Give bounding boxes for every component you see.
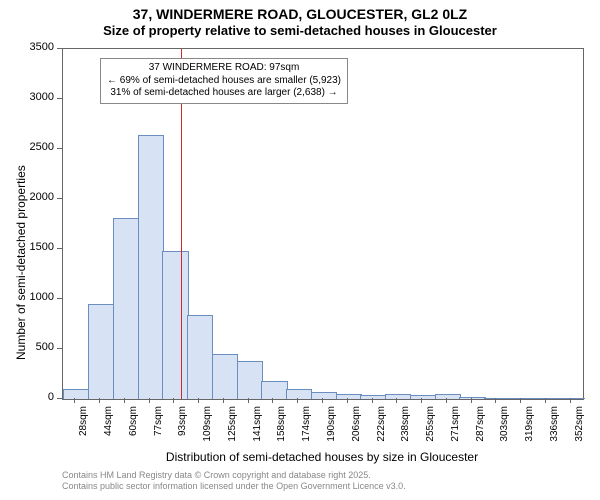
x-tick-mark bbox=[396, 398, 397, 403]
histogram-bar bbox=[336, 394, 362, 399]
y-tick-label: 0 bbox=[14, 391, 54, 403]
histogram-bar bbox=[212, 354, 238, 399]
x-tick-label: 158sqm bbox=[276, 406, 287, 446]
histogram-bar bbox=[63, 389, 89, 399]
x-tick-label: 109sqm bbox=[202, 406, 213, 446]
x-tick-label: 319sqm bbox=[524, 406, 535, 446]
x-tick-label: 255sqm bbox=[425, 406, 436, 446]
y-tick-mark bbox=[57, 98, 62, 99]
x-tick-mark bbox=[570, 398, 571, 403]
x-tick-label: 336sqm bbox=[549, 406, 560, 446]
x-tick-label: 60sqm bbox=[128, 406, 139, 446]
chart-title: 37, WINDERMERE ROAD, GLOUCESTER, GL2 0LZ… bbox=[0, 0, 600, 38]
annotation-line-2: ← 69% of semi-detached houses are smalle… bbox=[107, 75, 341, 88]
x-tick-mark bbox=[297, 398, 298, 403]
title-line-1: 37, WINDERMERE ROAD, GLOUCESTER, GL2 0LZ bbox=[0, 6, 600, 23]
histogram-bar bbox=[187, 315, 213, 399]
y-tick-mark bbox=[57, 298, 62, 299]
title-line-2: Size of property relative to semi-detach… bbox=[0, 23, 600, 39]
footer-line-2: Contains public sector information licen… bbox=[62, 481, 406, 492]
x-tick-mark bbox=[520, 398, 521, 403]
x-tick-label: 238sqm bbox=[400, 406, 411, 446]
y-tick-label: 1500 bbox=[14, 241, 54, 253]
y-tick-label: 500 bbox=[14, 341, 54, 353]
x-tick-label: 174sqm bbox=[301, 406, 312, 446]
y-tick-mark bbox=[57, 248, 62, 249]
x-tick-mark bbox=[198, 398, 199, 403]
y-tick-mark bbox=[57, 148, 62, 149]
y-tick-mark bbox=[57, 348, 62, 349]
x-tick-mark bbox=[124, 398, 125, 403]
histogram-bar bbox=[410, 395, 436, 399]
y-tick-mark bbox=[57, 48, 62, 49]
histogram-bar bbox=[237, 361, 263, 399]
x-tick-mark bbox=[99, 398, 100, 403]
chart-container: 37, WINDERMERE ROAD, GLOUCESTER, GL2 0LZ… bbox=[0, 0, 600, 500]
x-tick-mark bbox=[471, 398, 472, 403]
annotation-box: 37 WINDERMERE ROAD: 97sqm ← 69% of semi-… bbox=[100, 58, 348, 104]
x-tick-mark bbox=[173, 398, 174, 403]
x-tick-mark bbox=[74, 398, 75, 403]
x-tick-label: 93sqm bbox=[177, 406, 188, 446]
footer-credit: Contains HM Land Registry data © Crown c… bbox=[62, 470, 406, 492]
x-tick-mark bbox=[272, 398, 273, 403]
x-tick-label: 125sqm bbox=[227, 406, 238, 446]
x-tick-mark bbox=[495, 398, 496, 403]
footer-line-1: Contains HM Land Registry data © Crown c… bbox=[62, 470, 406, 481]
y-tick-label: 3500 bbox=[14, 41, 54, 53]
histogram-bar bbox=[509, 398, 535, 400]
x-tick-mark bbox=[446, 398, 447, 403]
histogram-bar bbox=[162, 251, 188, 399]
histogram-bar bbox=[311, 392, 337, 399]
x-tick-label: 271sqm bbox=[450, 406, 461, 446]
x-tick-label: 352sqm bbox=[574, 406, 585, 446]
x-tick-label: 303sqm bbox=[499, 406, 510, 446]
x-tick-mark bbox=[372, 398, 373, 403]
histogram-bar bbox=[484, 398, 510, 400]
annotation-line-3: 31% of semi-detached houses are larger (… bbox=[107, 87, 341, 100]
x-tick-mark bbox=[149, 398, 150, 403]
x-tick-mark bbox=[421, 398, 422, 403]
histogram-bar bbox=[286, 389, 312, 399]
histogram-bar bbox=[138, 135, 164, 399]
x-tick-label: 28sqm bbox=[78, 406, 89, 446]
x-tick-label: 141sqm bbox=[252, 406, 263, 446]
x-tick-label: 287sqm bbox=[475, 406, 486, 446]
y-tick-label: 2500 bbox=[14, 141, 54, 153]
x-tick-mark bbox=[248, 398, 249, 403]
annotation-line-1: 37 WINDERMERE ROAD: 97sqm bbox=[107, 62, 341, 75]
histogram-bar bbox=[113, 218, 139, 399]
x-tick-mark bbox=[545, 398, 546, 403]
x-tick-mark bbox=[322, 398, 323, 403]
histogram-bar bbox=[360, 395, 386, 399]
y-tick-mark bbox=[57, 198, 62, 199]
y-tick-label: 3000 bbox=[14, 91, 54, 103]
x-tick-label: 77sqm bbox=[153, 406, 164, 446]
x-tick-label: 206sqm bbox=[351, 406, 362, 446]
histogram-bar bbox=[558, 398, 584, 400]
histogram-bar bbox=[385, 394, 411, 399]
x-axis-label: Distribution of semi-detached houses by … bbox=[62, 450, 582, 464]
x-tick-label: 44sqm bbox=[103, 406, 114, 446]
x-tick-mark bbox=[223, 398, 224, 403]
y-tick-label: 2000 bbox=[14, 191, 54, 203]
y-tick-mark bbox=[57, 398, 62, 399]
x-tick-label: 190sqm bbox=[326, 406, 337, 446]
x-tick-label: 222sqm bbox=[376, 406, 387, 446]
histogram-bar bbox=[435, 394, 461, 399]
histogram-bar bbox=[459, 397, 485, 399]
histogram-bar bbox=[88, 304, 114, 399]
x-tick-mark bbox=[347, 398, 348, 403]
histogram-bar bbox=[261, 381, 287, 399]
histogram-bar bbox=[534, 398, 560, 400]
y-tick-label: 1000 bbox=[14, 291, 54, 303]
